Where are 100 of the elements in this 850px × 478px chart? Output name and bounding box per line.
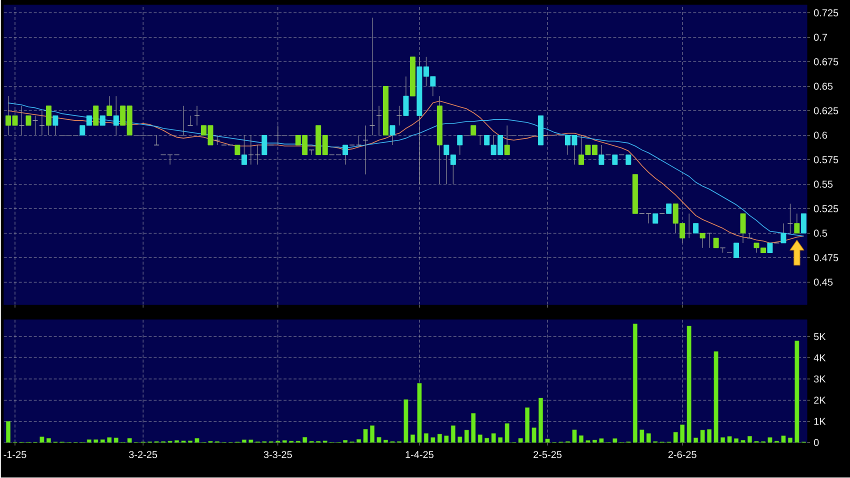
candlestick <box>612 154 618 166</box>
candlestick <box>362 125 368 175</box>
candlestick <box>180 106 186 136</box>
bar <box>424 434 428 443</box>
bar <box>437 434 442 443</box>
candlestick <box>214 135 220 146</box>
candlestick <box>504 125 510 156</box>
candlestick <box>26 116 32 126</box>
bar <box>707 430 712 443</box>
candlestick <box>686 214 692 239</box>
candlestick <box>376 106 382 136</box>
bar <box>700 430 705 443</box>
bar <box>410 434 415 443</box>
y-tick-label: 0.5 <box>814 230 828 237</box>
y-tick-label: 4K <box>814 354 826 362</box>
bar <box>518 438 523 443</box>
x-tick-label: -1-25 <box>4 451 26 458</box>
bar <box>572 430 577 443</box>
candlestick <box>113 96 119 136</box>
bar <box>417 383 422 443</box>
x-tick-label: 3-2-25 <box>129 451 158 458</box>
x-tick-label: 2-6-25 <box>668 451 696 458</box>
candlestick <box>403 76 409 116</box>
y-tick-label: 2K <box>814 396 826 404</box>
candlestick <box>52 116 58 136</box>
bar <box>740 440 746 443</box>
candlestick <box>194 106 200 126</box>
candlestick <box>800 214 806 234</box>
candlestick <box>470 125 476 136</box>
bar <box>356 439 362 443</box>
y-tick-label: 1K <box>814 418 826 426</box>
candlestick <box>241 135 247 166</box>
candlestick <box>666 204 672 214</box>
y-tick-label: 5K <box>814 333 826 340</box>
bar <box>727 436 732 443</box>
y-tick-label: 0.475 <box>814 254 838 262</box>
candlestick <box>342 144 348 166</box>
candlestick <box>32 116 38 136</box>
bar <box>734 438 739 443</box>
bar <box>242 440 246 443</box>
bar <box>40 436 44 443</box>
bar <box>363 429 368 443</box>
bar <box>794 340 800 443</box>
y-tick-label: 0.525 <box>814 205 838 212</box>
candlestick <box>734 242 740 258</box>
candlestick <box>457 135 463 156</box>
y-tick-label: 0.45 <box>814 278 833 286</box>
y-tick-label: 0.625 <box>814 107 838 115</box>
candlestick <box>46 106 52 136</box>
candlestick <box>740 214 746 244</box>
bar <box>578 436 584 443</box>
candlestick <box>188 116 194 126</box>
bar <box>430 438 436 443</box>
bar <box>694 438 698 443</box>
bar <box>376 437 382 443</box>
candlestick <box>780 223 786 244</box>
x-tick-label: 1-4-25 <box>406 451 434 458</box>
candlestick <box>598 144 604 166</box>
bar <box>248 440 254 443</box>
y-tick-label: 0.675 <box>814 58 838 66</box>
bar <box>404 400 408 443</box>
bar <box>538 398 544 443</box>
y-tick-label: 0.6 <box>814 132 828 140</box>
bar <box>370 426 375 443</box>
bar <box>6 421 10 443</box>
candlestick <box>794 214 800 234</box>
y-tick-label: 0.575 <box>814 156 838 164</box>
candlestick <box>39 110 45 136</box>
candlestick <box>100 116 106 126</box>
candlestick <box>262 135 268 156</box>
bar <box>343 440 348 443</box>
x-tick-label: 2-5-25 <box>534 451 562 458</box>
y-tick-label: 0.725 <box>814 10 838 17</box>
bar <box>714 352 718 443</box>
candlestick <box>693 223 699 234</box>
candlestick <box>706 233 712 248</box>
bar <box>384 440 388 443</box>
bar <box>788 438 792 443</box>
candlestick <box>477 135 483 146</box>
y-tick-label: 0.55 <box>814 180 833 188</box>
bar <box>532 428 536 443</box>
bar <box>599 438 604 443</box>
y-tick-label: 0 <box>814 439 819 446</box>
bar <box>592 440 597 443</box>
bar <box>612 438 618 443</box>
y-tick-label: 0.7 <box>814 34 827 42</box>
candlestick <box>154 135 160 146</box>
candlestick <box>390 125 396 146</box>
candlestick <box>93 106 99 126</box>
candlestick <box>700 233 706 248</box>
bar <box>46 438 51 443</box>
bar <box>720 438 726 443</box>
bar <box>545 439 550 443</box>
bar <box>525 408 530 443</box>
candlestick <box>356 135 362 146</box>
candlestick <box>18 106 24 136</box>
bar <box>781 436 786 443</box>
candlestick <box>396 106 402 126</box>
bar <box>194 438 200 443</box>
bar <box>748 436 752 443</box>
